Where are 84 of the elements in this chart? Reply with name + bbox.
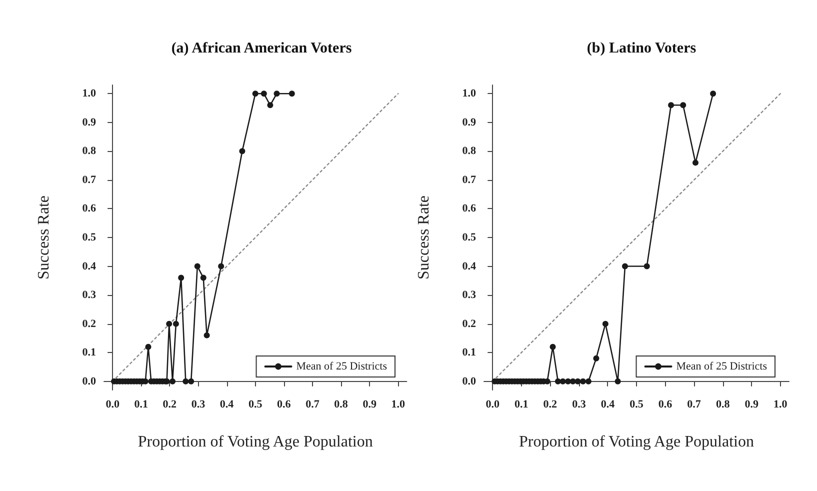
x-tick-label: 0.8 — [716, 398, 730, 410]
x-tick-label: 0.3 — [191, 398, 206, 410]
point — [172, 320, 179, 327]
x-tick-label: 0.8 — [334, 398, 348, 410]
y-tick-label: 0.4 — [462, 260, 476, 272]
point — [710, 90, 716, 97]
x-tick-label: 0.3 — [572, 398, 586, 410]
x-tick-label: 0.6 — [658, 398, 673, 410]
x-tick-label: 0.5 — [630, 398, 644, 410]
point — [622, 263, 628, 270]
point — [585, 378, 592, 384]
x-tick-label: 0.4 — [220, 398, 234, 410]
x-tick-label: 0.9 — [362, 398, 377, 410]
y-tick-label: 0.6 — [462, 202, 476, 215]
point — [252, 90, 258, 97]
x-tick-label: 0.6 — [277, 398, 292, 410]
x-tick-label: 0.2 — [543, 398, 558, 410]
point — [593, 355, 600, 362]
y-tick-label: 0.9 — [82, 116, 96, 128]
y-tick-label: 0.4 — [82, 260, 96, 272]
point — [614, 378, 621, 384]
point — [200, 274, 206, 281]
y-tick-label: 0.8 — [462, 145, 476, 158]
point — [170, 378, 176, 384]
point — [574, 378, 581, 384]
y-tick-label: 0.1 — [82, 346, 96, 359]
x-tick-label: 0.0 — [106, 398, 120, 410]
point — [178, 274, 184, 281]
y-tick-label: 0.1 — [462, 346, 476, 359]
y-tick-label: 0.7 — [82, 174, 96, 186]
x-tick-label: 1.0 — [391, 398, 406, 410]
point — [560, 378, 566, 384]
point — [188, 378, 194, 384]
y-tick-label: 0.2 — [82, 318, 96, 330]
point — [692, 160, 698, 166]
point — [260, 90, 267, 97]
y-tick-label: 0.3 — [462, 289, 476, 302]
point — [554, 378, 561, 384]
point — [274, 90, 280, 97]
y-tick-label: 0.5 — [82, 232, 96, 244]
x-axis-title: Proportion of Voting Age Population — [138, 434, 373, 450]
x-tick-label: 0.1 — [514, 398, 528, 410]
y-tick-label: 0.3 — [82, 289, 96, 302]
y-tick-label: 0.7 — [462, 174, 476, 186]
x-tick-label: 0.4 — [600, 398, 616, 410]
point — [644, 263, 650, 270]
y-axis-title: Success Rate — [416, 196, 432, 280]
y-tick-label: 0.0 — [462, 375, 476, 388]
legend-label: Mean of 25 Districts — [296, 360, 387, 372]
y-tick-label: 0.0 — [82, 375, 96, 388]
y-tick-label: 1.0 — [462, 88, 476, 100]
point — [218, 263, 224, 270]
point — [602, 320, 608, 327]
point — [145, 344, 152, 350]
y-tick-label: 0.2 — [462, 318, 476, 330]
x-tick-label: 1.0 — [773, 398, 788, 410]
y-tick-label: 0.6 — [82, 202, 96, 215]
point — [166, 320, 172, 327]
y-axis-title: Success Rate — [36, 196, 52, 280]
y-tick-label: 0.5 — [462, 232, 476, 244]
point — [182, 378, 189, 384]
point — [194, 263, 200, 270]
point — [680, 102, 686, 108]
point — [550, 344, 556, 350]
chart-title: (b) Latino Voters — [586, 40, 696, 56]
x-tick-label: 0.1 — [134, 398, 148, 410]
point — [288, 90, 295, 97]
y-tick-label: 0.8 — [82, 145, 96, 158]
x-tick-label: 0.7 — [687, 398, 702, 410]
point — [267, 102, 274, 108]
point — [239, 148, 246, 154]
x-axis-title: Proportion of Voting Age Population — [519, 434, 754, 450]
x-tick-label: 0.7 — [306, 398, 320, 410]
x-tick-label: 0.9 — [744, 398, 759, 410]
legend-label: Mean of 25 Districts — [676, 360, 767, 372]
point — [668, 102, 674, 108]
y-tick-label: 1.0 — [82, 88, 96, 100]
point — [204, 332, 210, 338]
point — [580, 378, 586, 384]
x-tick-label: 0.5 — [248, 398, 263, 410]
chart-title: (a) African American Voters — [171, 40, 352, 56]
x-tick-label: 0.0 — [486, 398, 500, 410]
x-tick-label: 0.2 — [162, 398, 178, 410]
y-tick-label: 0.9 — [462, 116, 476, 128]
